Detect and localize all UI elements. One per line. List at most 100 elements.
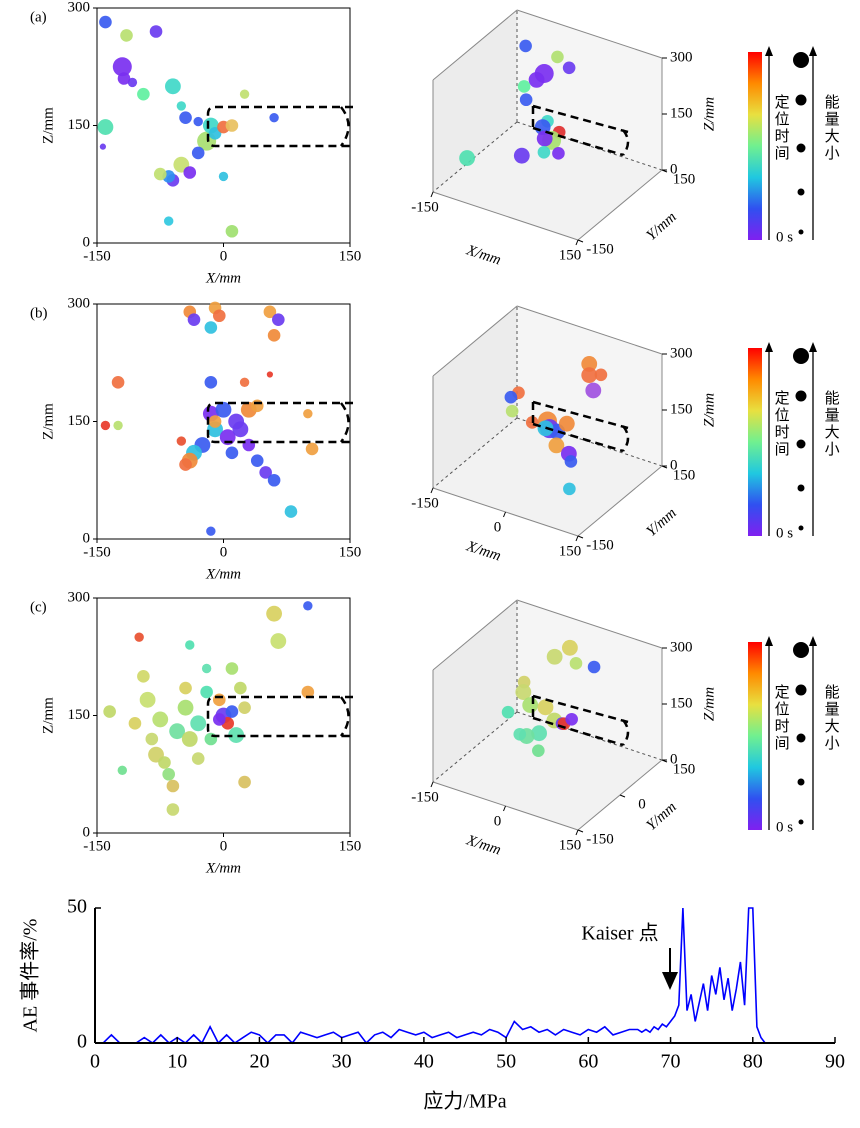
x-tick-label: 20 — [249, 1051, 269, 1073]
z-axis-label: Z/mm — [701, 687, 717, 721]
borehole-outline — [531, 694, 630, 747]
energy-size-key — [793, 348, 809, 364]
x-tick — [575, 535, 579, 542]
z-axis-label: Z/mm — [701, 97, 717, 131]
box-edge — [516, 599, 663, 649]
event-point — [501, 705, 515, 719]
event-point — [238, 775, 251, 789]
event-point — [165, 78, 181, 95]
event-point — [117, 72, 131, 85]
y-tick-label: 150 — [68, 707, 91, 723]
y-tick-label: -150 — [586, 241, 614, 257]
event-point — [513, 727, 527, 741]
x-tick-label: 70 — [661, 1051, 681, 1073]
event-point — [163, 216, 174, 226]
event-point — [179, 681, 192, 695]
event-point — [515, 684, 532, 700]
x-tick-label: 150 — [559, 543, 582, 559]
event-point — [564, 455, 578, 468]
event-point — [185, 640, 195, 650]
energy-size-key — [796, 439, 806, 449]
event-point — [569, 657, 583, 670]
borehole-outline — [206, 401, 353, 444]
borehole-outline — [531, 104, 630, 157]
y-tick — [577, 535, 584, 539]
event-point — [303, 408, 313, 419]
z-tick-label: 0 — [670, 457, 678, 473]
event-point — [179, 111, 192, 124]
event-point — [204, 732, 218, 746]
energy-size-key — [798, 525, 804, 531]
x-tick — [503, 511, 506, 518]
x-tick-label: 0 — [494, 813, 502, 829]
time-arrow-head — [765, 342, 773, 352]
event-point — [546, 648, 563, 665]
event-point — [522, 697, 539, 713]
event-point — [215, 401, 232, 418]
borehole-outline — [206, 695, 353, 738]
event-point — [552, 147, 565, 160]
time-label: 定位时间 — [773, 684, 790, 752]
annotation: Kaiser 点 — [581, 922, 658, 945]
energy-size-key — [798, 819, 804, 825]
time-start-label: 0 s — [776, 229, 793, 245]
x-tick-label: -150 — [83, 544, 111, 560]
event-point — [562, 61, 576, 75]
y-axis-label: Z/mm — [40, 403, 56, 440]
y-axis-label: Z/mm — [40, 697, 56, 734]
x-tick-label: 40 — [414, 1051, 434, 1073]
x-tick — [430, 487, 434, 494]
box-edge — [432, 599, 518, 671]
event-point — [301, 685, 315, 699]
event-point — [238, 701, 251, 714]
time-start-label: 0 s — [776, 819, 793, 835]
hidden-edge — [432, 711, 518, 783]
event-point — [250, 454, 264, 467]
event-point — [562, 639, 578, 656]
event-point — [225, 119, 239, 132]
event-point — [169, 723, 186, 740]
event-point — [270, 633, 287, 649]
event-point — [103, 705, 116, 718]
event-point — [513, 147, 530, 164]
box-edge — [577, 465, 663, 537]
x-tick-label: 150 — [559, 247, 582, 263]
event-point — [212, 309, 226, 323]
event-point — [134, 632, 144, 642]
event-point — [225, 662, 239, 675]
x-axis-label: 应力/MPa — [423, 1090, 506, 1113]
kaiser-arrow-head — [662, 972, 678, 990]
event-point — [528, 71, 545, 88]
x-tick-label: 80 — [743, 1051, 763, 1073]
y-tick-label: 50 — [67, 896, 87, 918]
x-tick-label: 150 — [339, 838, 362, 854]
event-point — [137, 87, 150, 101]
z-tick-label: 300 — [670, 49, 693, 65]
left-pane — [433, 306, 517, 488]
energy-size-key — [793, 642, 809, 658]
event-point — [303, 601, 313, 611]
left-pane — [433, 10, 517, 192]
hidden-edge — [432, 121, 518, 193]
event-point — [191, 146, 205, 160]
z-tick-label: 0 — [670, 161, 678, 177]
event-point — [201, 663, 212, 674]
x-tick-label: -150 — [83, 838, 111, 854]
borehole-outline — [531, 400, 630, 453]
colorbar — [748, 348, 762, 536]
event-point — [149, 25, 163, 38]
x-tick-label: 150 — [339, 544, 362, 560]
event-point — [204, 321, 218, 334]
energy-size-key — [797, 778, 805, 786]
box-edge — [432, 191, 579, 241]
plot-frame — [96, 303, 351, 540]
event-point — [565, 712, 578, 726]
event-point — [519, 39, 532, 53]
x-axis-label: X/mm — [464, 538, 503, 564]
event-point — [517, 80, 531, 93]
event-point — [111, 376, 125, 389]
x-tick-label: -150 — [411, 495, 439, 511]
event-point — [259, 466, 272, 479]
